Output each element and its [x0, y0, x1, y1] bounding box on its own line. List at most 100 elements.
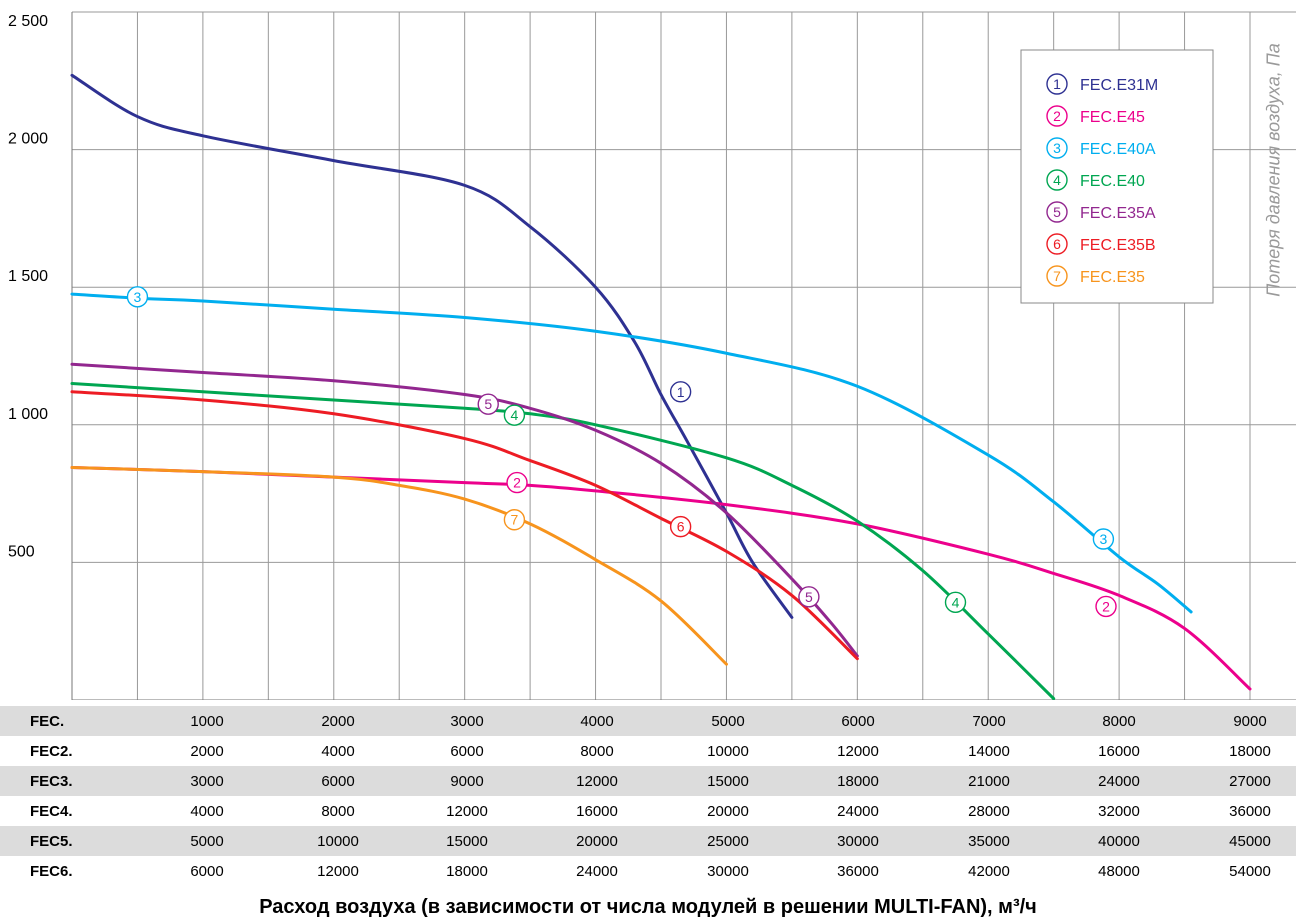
table-cell: 1000 — [190, 713, 224, 730]
table-cell: 4000 — [580, 713, 614, 730]
table-cell: 6000 — [841, 713, 875, 730]
table-cell: 24000 — [837, 803, 879, 820]
table-cell: 18000 — [837, 773, 879, 790]
legend-label: FEC.E31M — [1080, 77, 1158, 94]
legend-marker-circle — [1046, 137, 1068, 159]
table-cell: 8000 — [1102, 713, 1136, 730]
table-cell: 4000 — [190, 803, 224, 820]
table-cell: 4000 — [321, 743, 355, 760]
legend-marker-circle — [1046, 265, 1068, 287]
table-row-label: FEC. — [30, 713, 65, 730]
table-cell: 6000 — [321, 773, 355, 790]
table-cell: 2000 — [190, 743, 224, 760]
series-marker: 3 — [1092, 528, 1115, 550]
legend-marker-number: 7 — [1053, 268, 1061, 284]
legend-marker-number: 4 — [1053, 172, 1061, 188]
table-cell: 2000 — [321, 713, 355, 730]
y-tick-label: 2 500 — [8, 13, 48, 30]
series-marker-number: 3 — [134, 289, 142, 305]
table-cell: 30000 — [837, 833, 879, 850]
table-cell: 48000 — [1098, 863, 1140, 880]
series-line-fec-e31m — [70, 73, 794, 619]
table-cell: 9000 — [1233, 713, 1267, 730]
y-axis-ticks: 500 1 000 1 500 2 000 2 500 — [8, 13, 48, 560]
legend-marker-circle — [1046, 233, 1068, 255]
series-marker-number: 5 — [484, 396, 492, 412]
table-row-label: FEC4. — [30, 803, 73, 820]
series-marker: 2 — [1095, 595, 1117, 618]
table-cell: 6000 — [190, 863, 224, 880]
table-cell: 35000 — [968, 833, 1010, 850]
table-cell: 7000 — [972, 713, 1006, 730]
table-cell: 36000 — [1229, 803, 1271, 820]
series-marker-circle — [944, 591, 967, 614]
series-line-fec-e40 — [70, 382, 1056, 700]
y-tick-label: 500 — [8, 543, 35, 560]
legend-label: FEC.E35A — [1080, 205, 1156, 222]
series-marker: 4 — [944, 591, 967, 614]
table-cell: 12000 — [576, 773, 618, 790]
series-marker: 5 — [798, 586, 820, 608]
table-cell: 5000 — [711, 713, 745, 730]
table-cell: 24000 — [1098, 773, 1140, 790]
table-cell: 25000 — [707, 833, 749, 850]
table-row: FEC3. 3000 6000 9000 12000 15000 18000 21000 240… — [0, 766, 1296, 796]
series-line-fec-e35 — [70, 465, 728, 666]
table-row: FEC2. 2000 4000 6000 8000 10000 12000 14000 1600… — [0, 736, 1296, 766]
legend-marker: 2 — [1046, 105, 1068, 127]
table-cell: 16000 — [1098, 743, 1140, 760]
y-tick-label: 1 000 — [8, 406, 48, 423]
table-row-label: FEC5. — [30, 833, 73, 850]
series-marker: 7 — [503, 509, 526, 531]
series-marker-number: 1 — [677, 384, 685, 400]
legend-marker: 3 — [1046, 137, 1068, 159]
series-marker-circle — [669, 515, 692, 538]
legend-marker-number: 1 — [1053, 76, 1061, 92]
legend-marker-number: 2 — [1053, 108, 1061, 124]
table-cell: 21000 — [968, 773, 1010, 790]
series-markers: 1 2 2 3 3 4 4 5 5 6 7 — [126, 286, 1117, 618]
series-marker-circle — [126, 286, 149, 308]
y-tick-label: 2 000 — [8, 131, 48, 148]
x-axis-label: Расход воздуха (в зависимости от числа м… — [259, 896, 1037, 918]
table-row-label: FEC6. — [30, 863, 73, 880]
series-marker-circle — [669, 381, 692, 403]
series-marker-number: 4 — [952, 594, 960, 610]
series-marker-circle — [1092, 528, 1115, 550]
table-cell: 10000 — [707, 743, 749, 760]
series-marker-number: 7 — [511, 512, 519, 528]
flow-table: FEC. 1000 2000 3000 4000 5000 6000 7000 8000 9000… — [0, 706, 1296, 886]
series-marker: 2 — [506, 471, 528, 494]
series-marker-circle — [1095, 595, 1117, 618]
table-cell: 12000 — [446, 803, 488, 820]
legend-marker: 5 — [1046, 201, 1068, 223]
pressure-loss-chart: 500 1 000 1 500 2 000 2 500 1 2 2 3 3 4 4 5 5 6 7 1 FEC… — [8, 11, 1296, 700]
table-cell: 27000 — [1229, 773, 1271, 790]
legend-marker-number: 5 — [1053, 204, 1061, 220]
table-cell: 20000 — [707, 803, 749, 820]
table-cell: 14000 — [968, 743, 1010, 760]
legend-marker-circle — [1046, 169, 1068, 191]
legend-marker: 6 — [1046, 233, 1068, 255]
table-cell: 18000 — [446, 863, 488, 880]
table-cell: 5000 — [190, 833, 224, 850]
y-tick-label: 1 500 — [8, 268, 48, 285]
series-marker-number: 4 — [511, 407, 519, 423]
series-marker-circle — [503, 509, 526, 531]
table-cell: 28000 — [968, 803, 1010, 820]
series-marker-circle — [477, 393, 499, 415]
series-marker-number: 5 — [805, 589, 813, 605]
table-cell: 9000 — [450, 773, 484, 790]
table-row: FEC5. 5000 10000 15000 20000 25000 30000 35000 4… — [0, 826, 1296, 856]
table-cell: 15000 — [707, 773, 749, 790]
table-cell: 16000 — [576, 803, 618, 820]
series-marker: 6 — [669, 515, 692, 538]
legend-marker: 4 — [1046, 169, 1068, 191]
series-marker: 5 — [477, 393, 499, 415]
legend-label: FEC.E45 — [1080, 109, 1145, 126]
table-cell: 3000 — [450, 713, 484, 730]
table-cell: 12000 — [317, 863, 359, 880]
series-line-fec-e35a — [70, 362, 859, 658]
table-cell: 15000 — [446, 833, 488, 850]
series-marker: 3 — [126, 286, 149, 308]
